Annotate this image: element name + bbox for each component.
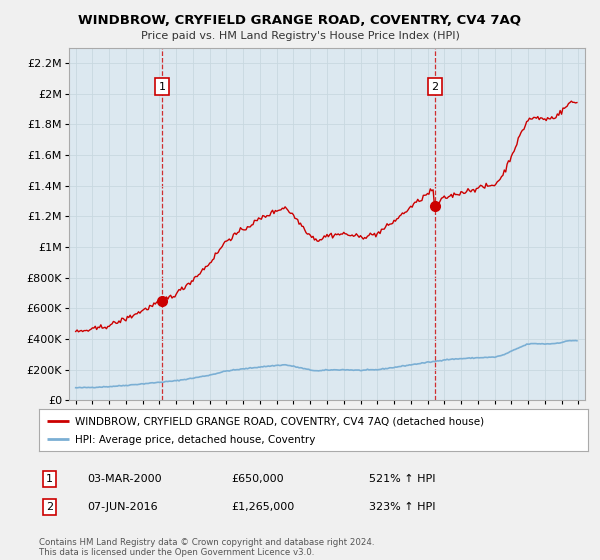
Text: WINDBROW, CRYFIELD GRANGE ROAD, COVENTRY, CV4 7AQ: WINDBROW, CRYFIELD GRANGE ROAD, COVENTRY… bbox=[79, 14, 521, 27]
Text: Price paid vs. HM Land Registry's House Price Index (HPI): Price paid vs. HM Land Registry's House … bbox=[140, 31, 460, 41]
Text: Contains HM Land Registry data © Crown copyright and database right 2024.
This d: Contains HM Land Registry data © Crown c… bbox=[39, 538, 374, 557]
Text: 1: 1 bbox=[159, 82, 166, 92]
Text: 2: 2 bbox=[431, 82, 438, 92]
Text: WINDBROW, CRYFIELD GRANGE ROAD, COVENTRY, CV4 7AQ (detached house): WINDBROW, CRYFIELD GRANGE ROAD, COVENTRY… bbox=[74, 417, 484, 426]
Text: 521% ↑ HPI: 521% ↑ HPI bbox=[369, 474, 436, 484]
Text: 03-MAR-2000: 03-MAR-2000 bbox=[87, 474, 161, 484]
Text: 2: 2 bbox=[46, 502, 53, 512]
Text: 323% ↑ HPI: 323% ↑ HPI bbox=[369, 502, 436, 512]
Text: £1,265,000: £1,265,000 bbox=[231, 502, 294, 512]
Text: 1: 1 bbox=[46, 474, 53, 484]
Text: HPI: Average price, detached house, Coventry: HPI: Average price, detached house, Cove… bbox=[74, 435, 315, 445]
Text: 07-JUN-2016: 07-JUN-2016 bbox=[87, 502, 158, 512]
Text: £650,000: £650,000 bbox=[231, 474, 284, 484]
